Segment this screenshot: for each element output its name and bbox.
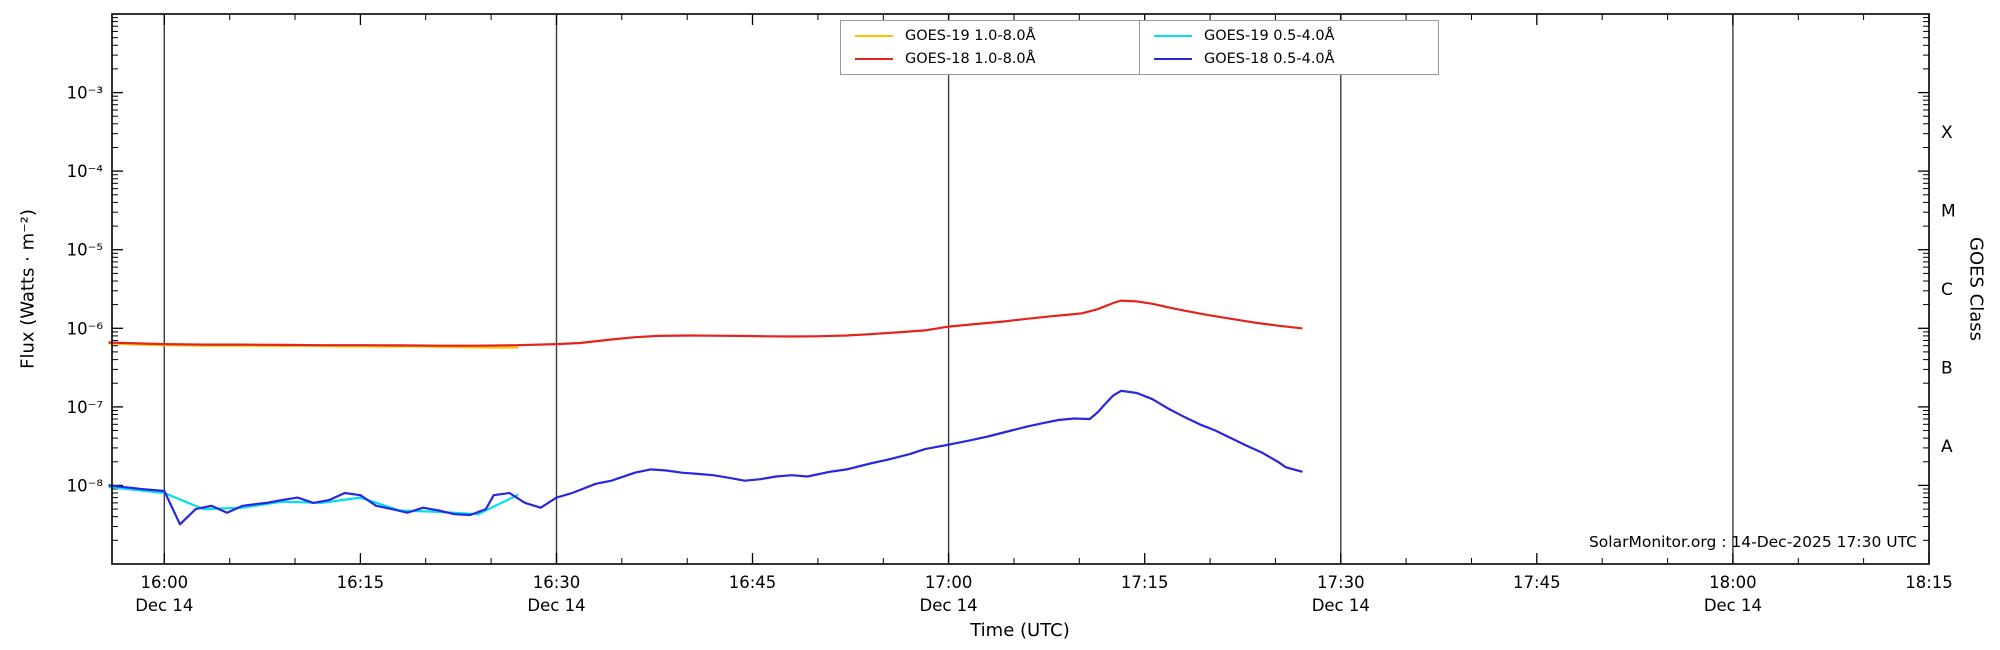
- legend-entry-label: GOES-18 1.0-8.0Å: [905, 51, 1036, 67]
- legend-entry-label: GOES-18 0.5-4.0Å: [1204, 51, 1335, 67]
- legend-entry: GOES-18 1.0-8.0Å: [855, 51, 1119, 67]
- legend-box: GOES-19 0.5-4.0Å GOES-18 0.5-4.0Å: [1139, 20, 1439, 75]
- goes-class-letter: A: [1941, 437, 1953, 457]
- y-tick-label: 10⁻³: [67, 84, 103, 103]
- series-line-goes18-short: [108, 389, 1303, 526]
- x-axis-ticks: 16:00 Dec 14 16:15 16:30 Dec 14 16:45 17:00 Dec…: [135, 14, 1953, 615]
- goes-class-letter: B: [1941, 359, 1953, 379]
- legend-line-sample: [855, 58, 893, 60]
- right-axis-label: GOES Class: [1965, 237, 1987, 341]
- x-tick-label: 16:30: [533, 573, 581, 592]
- legend-entry: GOES-19 1.0-8.0Å: [855, 28, 1119, 44]
- legend-entry-label: GOES-19 0.5-4.0Å: [1204, 28, 1335, 44]
- x-tick-date-label: Dec 14: [527, 596, 585, 615]
- x-tick-label: 18:15: [1905, 573, 1953, 592]
- x-tick-label: 16:45: [729, 573, 777, 592]
- watermark-credit: SolarMonitor.org : 14-Dec-2025 17:30 UTC: [1588, 533, 1917, 551]
- x-tick-date-label: Dec 14: [135, 596, 193, 615]
- x-tick-date-label: Dec 14: [1704, 596, 1762, 615]
- x-tick-label: 17:45: [1513, 573, 1561, 592]
- y-tick-label: 10⁻⁷: [67, 398, 103, 417]
- x-axis-label: Time (UTC): [970, 620, 1070, 641]
- x-tick-label: 16:00: [141, 573, 189, 592]
- goes-class-letter: C: [1941, 280, 1953, 300]
- y-tick-label: 10⁻⁴: [67, 162, 104, 181]
- legend-entry: GOES-18 0.5-4.0Å: [1154, 51, 1418, 67]
- legend-box: GOES-19 1.0-8.0Å GOES-18 1.0-8.0Å: [840, 20, 1140, 75]
- x-tick-label: 18:00: [1709, 573, 1757, 592]
- legend-entry-label: GOES-19 1.0-8.0Å: [905, 28, 1036, 44]
- plot-border: [111, 13, 1930, 565]
- legend: GOES-19 1.0-8.0Å GOES-18 1.0-8.0Å GOES-19 …: [840, 20, 1439, 75]
- legend-line-sample: [1154, 58, 1192, 60]
- goes-class-letter: X: [1941, 123, 1953, 143]
- legend-entry: GOES-19 0.5-4.0Å: [1154, 28, 1418, 44]
- x-tick-label: 16:15: [337, 573, 385, 592]
- legend-line-sample: [855, 35, 893, 37]
- vertical-gridlines: [163, 14, 1734, 564]
- goes-class-letter: M: [1941, 201, 1956, 221]
- legend-line-sample: [1154, 35, 1192, 37]
- x-tick-label: 17:30: [1317, 573, 1365, 592]
- y-tick-label: 10⁻⁵: [67, 241, 103, 260]
- x-tick-label: 17:00: [925, 573, 973, 592]
- x-tick-label: 17:15: [1121, 573, 1169, 592]
- y-tick-label: 10⁻⁸: [67, 476, 104, 495]
- x-tick-date-label: Dec 14: [1312, 596, 1370, 615]
- series-line-goes18-long: [108, 299, 1303, 347]
- x-tick-date-label: Dec 14: [920, 596, 978, 615]
- axis-minor-ticks: [112, 14, 1929, 564]
- y-axis-label: Flux (Watts · m⁻²): [17, 209, 39, 369]
- y-tick-label: 10⁻⁶: [67, 319, 104, 338]
- goes-class-letters: X M C B A: [1941, 123, 1956, 457]
- y-axis-ticks: 10⁻³ 10⁻⁴ 10⁻⁵ 10⁻⁶ 10⁻⁷ 10⁻⁸: [67, 84, 1929, 495]
